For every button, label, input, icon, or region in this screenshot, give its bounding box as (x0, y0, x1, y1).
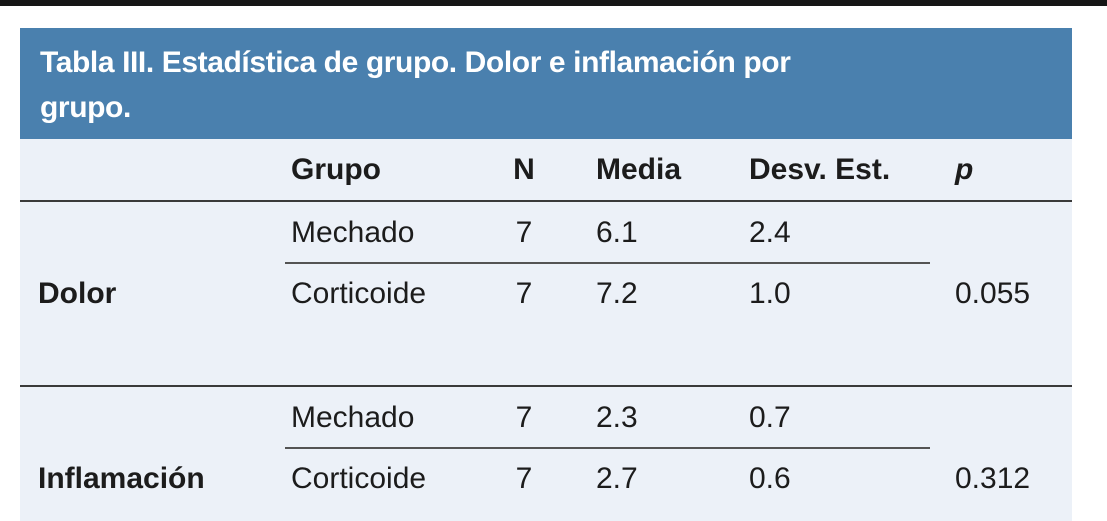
cell-n: 7 (515, 400, 533, 434)
cell-grupo: Corticoide (291, 461, 427, 495)
cell-n: 7 (515, 276, 533, 310)
row-label-inflamacion: Inflamación (38, 461, 205, 495)
cell-media: 2.7 (596, 461, 638, 495)
header-cell-n: N (513, 152, 535, 186)
cell-n: 7 (515, 215, 533, 249)
cell-grupo: Mechado (291, 215, 415, 249)
table-figure: Tabla III. Estadística de grupo. Dolor e… (20, 28, 1072, 521)
p-value-dolor: 0.055 (955, 276, 1031, 310)
header-cell-desv-est: Desv. Est. (749, 152, 891, 186)
group-inflamacion: Inflamación Mechado 7 2.3 0.7 0.312 Cort… (20, 387, 1072, 521)
statistics-table: Grupo N Media Desv. Est. p Dolor Mechado… (20, 139, 1072, 521)
header-cell-media: Media (596, 152, 682, 186)
cell-media: 6.1 (596, 215, 638, 249)
p-value-inflamacion: 0.312 (955, 461, 1031, 495)
cell-desv: 0.7 (749, 400, 791, 434)
row-label-dolor: Dolor (38, 276, 117, 310)
subrow-divider-line (285, 262, 930, 264)
subrow-divider-line (285, 447, 930, 449)
cell-desv: 1.0 (749, 276, 791, 310)
cell-media: 2.3 (596, 400, 638, 434)
table-title-banner: Tabla III. Estadística de grupo. Dolor e… (20, 28, 1072, 139)
cell-desv: 2.4 (749, 215, 791, 249)
table-title-line1: Tabla III. Estadística de grupo. Dolor e… (40, 46, 791, 79)
cell-desv: 0.6 (749, 461, 791, 495)
header-cell-empty (20, 139, 290, 200)
cell-media: 7.2 (596, 276, 638, 310)
cell-n: 7 (515, 461, 533, 495)
cell-grupo: Corticoide (291, 276, 427, 310)
group-dolor: Dolor Mechado 7 6.1 2.4 0.055 Corticoide… (20, 202, 1072, 387)
header-cell-grupo: Grupo (291, 152, 381, 186)
table-title-line2: grupo. (40, 91, 131, 124)
header-cell-p: p (955, 152, 974, 186)
cell-grupo: Mechado (291, 400, 415, 434)
top-accent-bar (0, 0, 1107, 6)
table-header-row: Grupo N Media Desv. Est. p (20, 139, 1072, 202)
